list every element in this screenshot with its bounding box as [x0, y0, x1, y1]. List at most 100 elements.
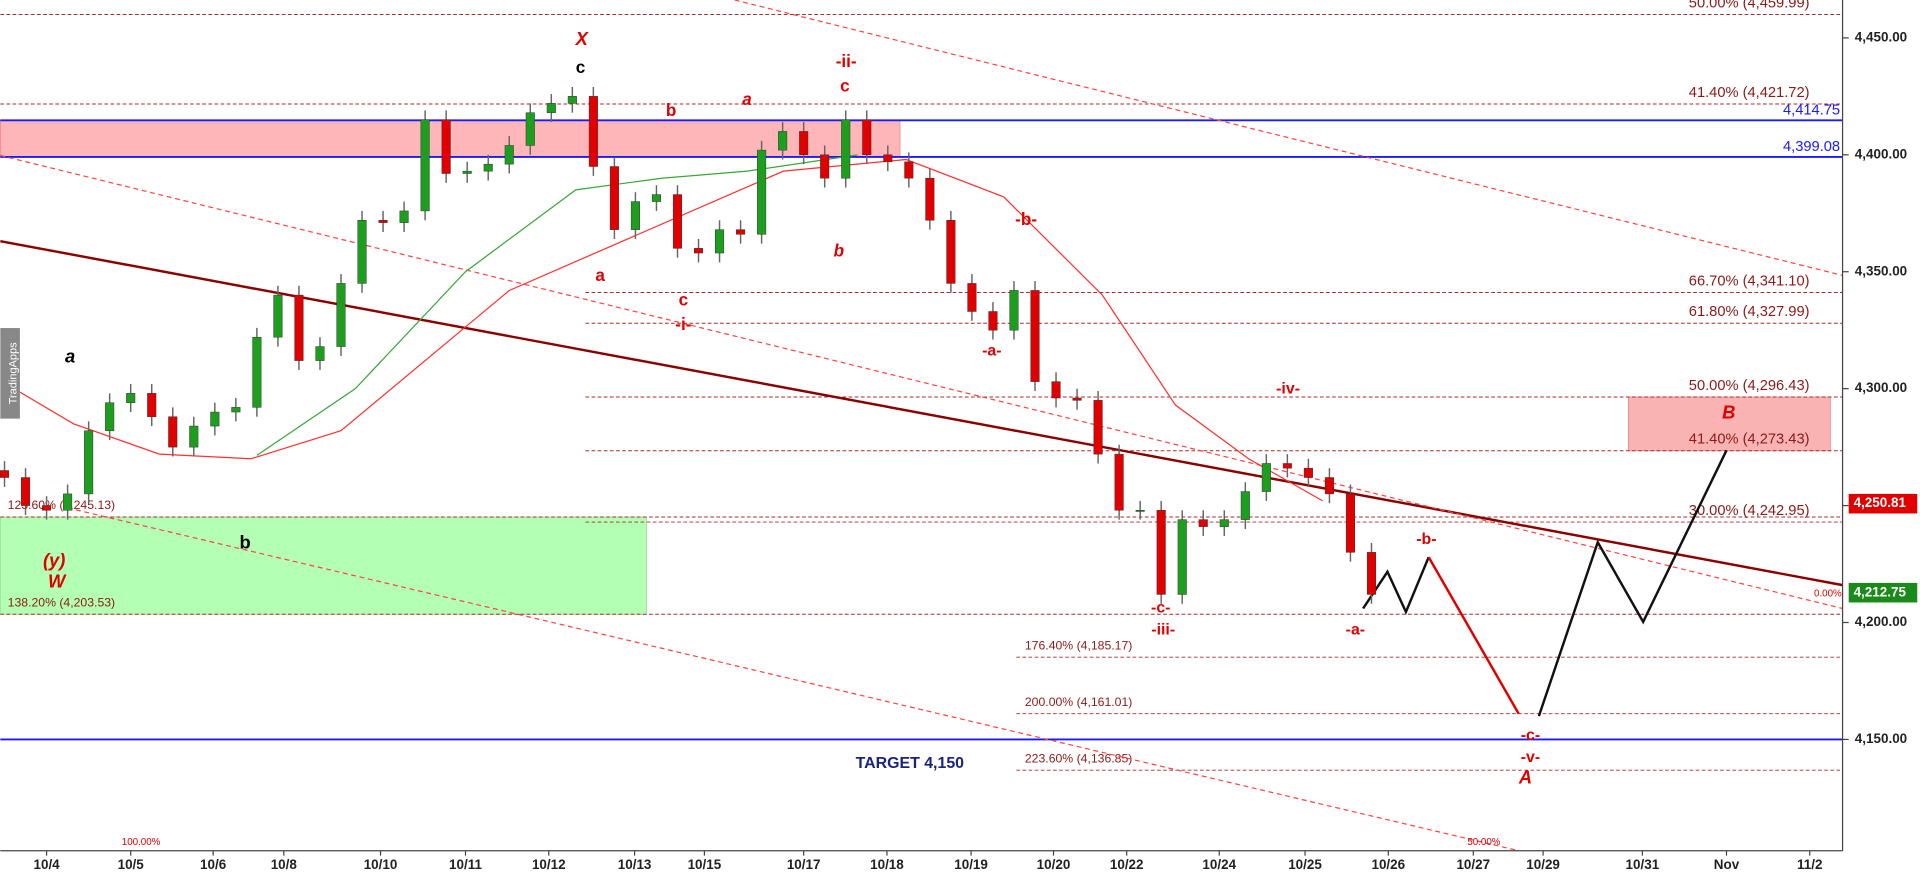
x-tick-label: 10/29	[1526, 857, 1560, 872]
watermark-text: TradingApps	[8, 342, 20, 404]
x-tick-label: 10/22	[1110, 857, 1144, 872]
wave-label: -a-	[1346, 622, 1365, 639]
candle-body	[757, 149, 767, 235]
candle-body	[105, 402, 115, 431]
level-label: 66.70% (4,341.10)	[1689, 273, 1810, 289]
level-label: 30.00% (4,242.95)	[1689, 503, 1810, 519]
level-label: 223.60% (4,136.85)	[1025, 751, 1132, 765]
wave-label: 50.00%	[1467, 837, 1500, 848]
wave-label: -v-	[1521, 749, 1540, 766]
wave-label: W	[48, 571, 67, 592]
x-tick-label: 10/26	[1371, 857, 1405, 872]
x-tick-label: 10/20	[1037, 857, 1071, 872]
candle-body	[189, 425, 199, 448]
price-tag-label: 4,250.81	[1854, 495, 1907, 510]
candle-body	[1366, 552, 1377, 595]
wave-label: c	[679, 290, 689, 310]
x-tick-label: 10/19	[954, 857, 988, 872]
level-label: 50.00% (4,296.43)	[1689, 378, 1810, 394]
trend-line	[734, 0, 1843, 277]
wave-label: TARGET 4,150	[856, 755, 965, 772]
candle-body	[273, 294, 283, 338]
candle-body	[357, 220, 367, 284]
candle-body	[1072, 397, 1082, 401]
candle-body	[210, 411, 220, 427]
candle-body	[736, 229, 746, 235]
wave-label: -b-	[1416, 531, 1436, 548]
candle-body	[1156, 510, 1166, 595]
candle-body	[883, 154, 893, 163]
wave-label: -b-	[1015, 209, 1037, 229]
candle-body	[799, 131, 809, 156]
candle-body	[820, 154, 830, 179]
candle-body	[126, 393, 136, 403]
x-tick-label: Nov	[1714, 857, 1740, 872]
price-line-label: 4,414.75	[1783, 102, 1840, 118]
wave-label: -a-	[982, 343, 1001, 360]
x-tick-label: 10/4	[33, 857, 60, 872]
trend-line	[0, 239, 1843, 587]
candle-body	[651, 194, 661, 202]
x-tick-label: 10/17	[787, 857, 821, 872]
y-tick-label: 4,450.00	[1855, 29, 1907, 44]
candle-body	[420, 119, 430, 212]
candle-body	[483, 163, 493, 172]
x-tick-label: 10/12	[532, 857, 566, 872]
level-label: 200.00% (4,161.01)	[1025, 695, 1132, 709]
candle-body	[778, 131, 788, 151]
candle-body	[588, 96, 598, 167]
candle-body	[988, 311, 998, 331]
candle-body	[693, 248, 704, 254]
candle-body	[1240, 491, 1250, 520]
candle-body	[1009, 290, 1019, 331]
candle-body	[525, 112, 535, 146]
x-tick-label: 10/24	[1202, 857, 1236, 872]
wave-label: c	[576, 57, 586, 77]
trend-line	[1537, 449, 1728, 717]
x-tick-label: 10/13	[618, 857, 652, 872]
candle-body	[84, 430, 94, 495]
candle-body	[1093, 400, 1103, 455]
x-tick-label: 10/6	[200, 857, 226, 872]
y-tick-label: 4,200.00	[1855, 614, 1907, 629]
candle-body	[441, 119, 451, 174]
candle-body	[1030, 290, 1040, 382]
candle-body	[378, 220, 388, 223]
price-tag-label: 4,212.75	[1854, 584, 1907, 599]
candle-body	[168, 416, 178, 448]
trend-line	[1427, 556, 1520, 715]
candle-body	[946, 220, 956, 284]
candle-body	[252, 336, 262, 408]
candle-body	[904, 161, 914, 179]
candle-body	[630, 201, 640, 230]
candle-body	[1051, 381, 1061, 399]
price-tag	[1848, 582, 1918, 603]
candle-body	[1303, 467, 1313, 478]
candle-body	[967, 283, 977, 312]
candle-body	[862, 119, 872, 156]
wave-label: X	[575, 28, 590, 49]
wave-label: a	[65, 345, 75, 366]
x-tick-label: 10/8	[271, 857, 298, 872]
candle-body	[1177, 519, 1187, 595]
candle-body	[1114, 453, 1124, 511]
wave-label: 100.00%	[122, 837, 161, 848]
wave-label: a	[595, 265, 605, 285]
candle-body	[147, 393, 157, 417]
level-label: 41.40% (4,273.43)	[1689, 432, 1810, 448]
x-tick-label: 10/5	[118, 857, 145, 872]
candle-body	[462, 170, 472, 174]
candle-body	[841, 119, 851, 179]
wave-label: A	[1518, 766, 1532, 787]
wave-label: c	[840, 75, 850, 95]
watermark: TradingApps	[0, 328, 20, 419]
candle-body	[546, 103, 556, 113]
x-tick-label: 11/2	[1797, 857, 1822, 872]
candle-body	[315, 346, 325, 361]
y-tick-label: 4,350.00	[1855, 263, 1907, 278]
watermark-box	[0, 328, 20, 419]
trend-line	[0, 154, 1843, 610]
price-tag	[1848, 493, 1918, 514]
x-tick-label: 10/31	[1626, 857, 1660, 872]
